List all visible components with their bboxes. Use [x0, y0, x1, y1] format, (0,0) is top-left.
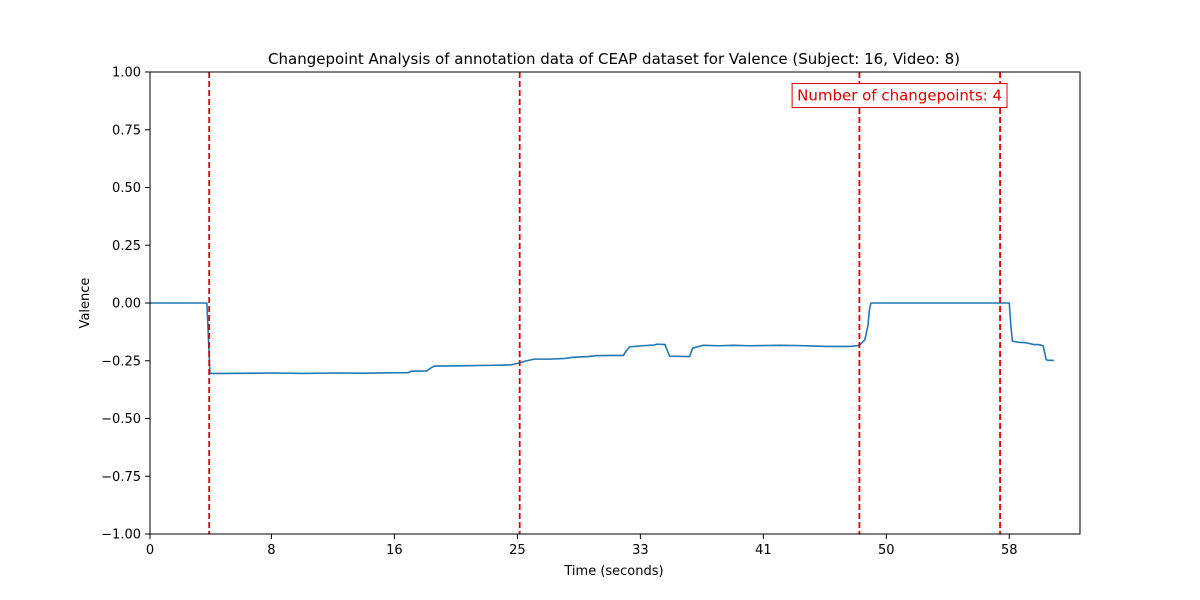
- x-tick-label: 25: [509, 543, 526, 558]
- y-axis-label: Valence: [78, 278, 93, 329]
- y-tick-label: 0.00: [112, 297, 141, 312]
- y-tick-label: 0.25: [112, 239, 141, 254]
- y-tick-label: −1.00: [101, 528, 141, 543]
- y-tick-label: −0.25: [101, 354, 141, 369]
- plot-area: 1.00 0.75 0.50 0.25 0.00 −0.25 −0.50 −0.75 −1.00…: [101, 66, 1081, 558]
- x-tick-label: 41: [755, 543, 772, 558]
- x-tick-label: 8: [267, 543, 275, 558]
- chart-title: Changepoint Analysis of annotation data …: [268, 50, 960, 68]
- x-tick-label: 0: [146, 543, 154, 558]
- y-tick-label: 0.50: [112, 181, 141, 196]
- annotation-text: Number of changepoints: 4: [797, 87, 1002, 105]
- y-tick-label: 1.00: [112, 66, 141, 81]
- y-tick-label: −0.50: [101, 412, 141, 427]
- x-axis-label: Time (seconds): [563, 564, 663, 579]
- changepoint-count-annotation: Number of changepoints: 4: [791, 83, 1008, 108]
- x-tick-label: 58: [1001, 543, 1018, 558]
- x-tick-label: 50: [878, 543, 895, 558]
- x-tick-label: 16: [386, 543, 403, 558]
- x-tick-label: 33: [632, 543, 649, 558]
- y-tick-label: 0.75: [112, 123, 141, 138]
- annotation-box: [791, 83, 1008, 108]
- series-line-0: [150, 302, 1054, 375]
- y-tick-label: −0.75: [101, 470, 141, 485]
